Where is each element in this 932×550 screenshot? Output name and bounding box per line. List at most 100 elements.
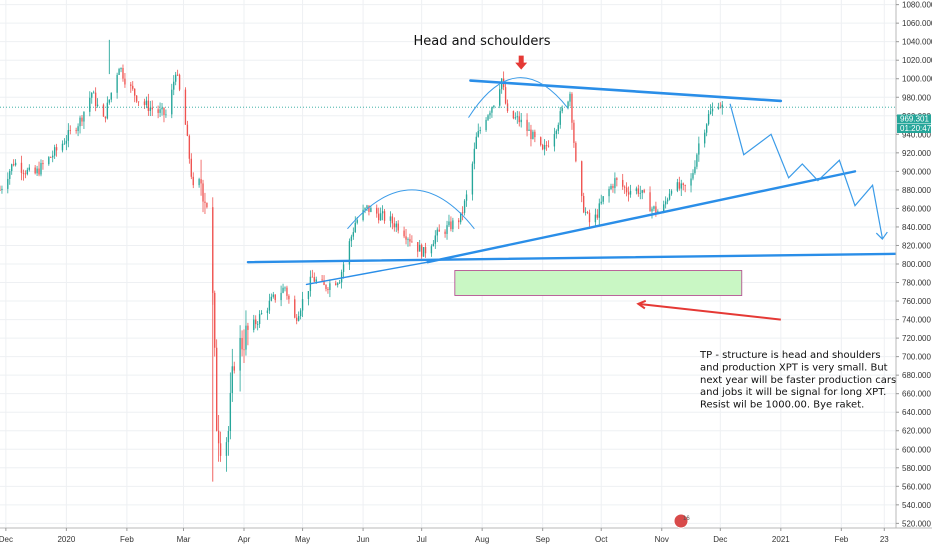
candle-body (313, 277, 315, 282)
last-price-box (897, 114, 931, 124)
price-tick-label: 620.000 (902, 427, 931, 436)
candle-body (485, 119, 487, 131)
annotation-line: next year will be faster production cars (700, 375, 896, 386)
candle-body (0, 189, 1, 191)
candle-body (463, 200, 466, 213)
shoulder-arc[interactable] (347, 189, 475, 230)
candle-body (325, 285, 327, 289)
candle-body (581, 161, 583, 196)
red-arrowhead (636, 299, 647, 310)
candle-body (610, 185, 612, 189)
price-tick-label: 660.000 (902, 390, 931, 399)
candle-body (26, 169, 29, 175)
candle-body (561, 108, 563, 112)
candle-body (69, 130, 71, 131)
trendline[interactable] (426, 170, 857, 264)
candle-body (623, 186, 626, 188)
candle-body (543, 145, 546, 150)
candle-body (321, 279, 323, 281)
candle-body (214, 292, 216, 348)
shoulder-arc[interactable] (468, 77, 569, 118)
flag-icon[interactable] (673, 513, 689, 529)
price-tick-label: 1060.000 (902, 19, 932, 28)
candle-body (596, 214, 599, 218)
candle-body (557, 124, 559, 131)
candle-body (419, 244, 421, 252)
candle-body (272, 294, 274, 297)
candle-body (14, 162, 17, 166)
candle-body (491, 107, 493, 113)
candle-body (422, 247, 425, 257)
target-zone-rectangle[interactable] (454, 270, 743, 296)
candle-body (53, 147, 56, 156)
time-axis[interactable]: Dec 2020 Feb Mar Apr May Jun Jul Aug Sep Oct Nov Dec… (0, 527, 932, 550)
candle-body (280, 292, 282, 301)
trendline[interactable] (305, 261, 429, 286)
candle-body (253, 319, 255, 330)
time-tick-label: 2020 (57, 535, 75, 544)
candle-body (52, 155, 54, 158)
candle-body (436, 229, 438, 236)
candle-body (694, 166, 696, 174)
time-tick-label: 2021 (772, 535, 790, 544)
candle-body (270, 296, 273, 301)
candle-body (448, 221, 450, 226)
candle-body (354, 222, 356, 233)
candle-body (600, 201, 602, 204)
candle-body (567, 101, 569, 109)
trendline[interactable] (469, 79, 783, 103)
candle-body (477, 130, 479, 137)
candle-body (274, 294, 276, 301)
candle-body (233, 366, 235, 371)
candle-body (28, 167, 30, 170)
candle-body (296, 317, 298, 321)
candle-body (12, 164, 15, 166)
projected-path[interactable] (729, 103, 883, 239)
candle-body (393, 223, 396, 228)
candle-body (711, 108, 714, 112)
candle-body (36, 168, 38, 174)
price-tick-label: 900.000 (902, 167, 931, 176)
candle-body (116, 74, 118, 93)
candle-body (471, 163, 474, 195)
candle-body (50, 157, 52, 158)
candle-body (460, 212, 462, 223)
candle-body (395, 223, 397, 228)
price-tick-label: 980.000 (902, 93, 931, 102)
candle-body (676, 182, 679, 191)
time-tick-label: Feb (834, 535, 848, 544)
candle-body (643, 190, 645, 193)
event-badge[interactable]: 16 (673, 513, 690, 529)
candle-body (258, 314, 261, 324)
candle-body (171, 89, 173, 115)
candle-body (709, 111, 712, 114)
candle-body (118, 69, 120, 75)
candle-body (165, 114, 167, 116)
candle-body (639, 192, 641, 194)
candle-body (641, 190, 643, 193)
price-tick-label: 520.000 (902, 519, 931, 528)
candle-body (680, 183, 682, 189)
candle-body (175, 74, 177, 82)
red-arrow-shaft[interactable] (638, 302, 781, 321)
candle-body (268, 300, 271, 311)
price-tick-label: 540.000 (902, 501, 931, 510)
candle-body (518, 116, 520, 123)
candle-body (559, 111, 561, 125)
candle-body (532, 131, 534, 140)
candle-body (104, 116, 107, 119)
trendline[interactable] (246, 252, 898, 264)
candle-body (670, 190, 673, 194)
price-axis[interactable]: 1080.000 1060.000 1040.000 1020.000 1000.000… (895, 0, 932, 528)
candle-body (663, 204, 665, 212)
candle-body (55, 147, 58, 151)
candle-body (255, 319, 257, 325)
zone-layer (454, 270, 743, 296)
candle-body (616, 178, 618, 180)
candle-body (584, 212, 587, 213)
projected-arrowhead (875, 231, 888, 240)
candle-body (608, 188, 610, 197)
candle-body (202, 183, 204, 202)
price-tick-label: 680.000 (902, 371, 931, 380)
